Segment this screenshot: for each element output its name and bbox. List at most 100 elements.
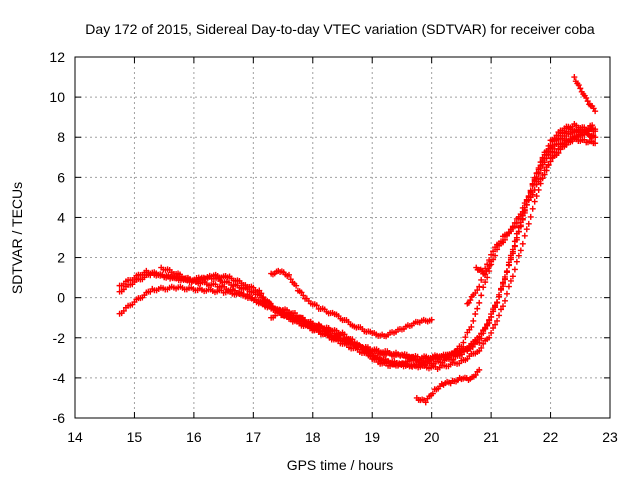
data-point [509, 250, 516, 257]
series-track-f [268, 267, 435, 340]
data-point [535, 170, 542, 177]
data-point [498, 285, 505, 292]
data-point [472, 371, 479, 378]
data-point [486, 257, 493, 264]
series-track-j [571, 74, 599, 115]
data-point [428, 316, 435, 323]
data-point [287, 276, 294, 283]
data-point [500, 303, 506, 310]
data-point [503, 268, 510, 275]
data-point [482, 265, 489, 272]
data-point [349, 336, 356, 343]
data-point [293, 282, 300, 289]
data-point [537, 165, 544, 172]
data-point [470, 317, 477, 324]
data-point [521, 232, 528, 239]
x-tick-label: 14 [67, 429, 83, 445]
data-point [490, 306, 497, 313]
data-point [496, 291, 503, 298]
y-tick-label: 4 [57, 209, 65, 225]
y-tick-label: -4 [53, 370, 66, 386]
data-point [575, 82, 582, 89]
chart-title: Day 172 of 2015, Sidereal Day-to-day VTE… [85, 21, 595, 37]
y-axis: -6 -4 -2 0 2 4 6 8 10 12 [49, 49, 610, 426]
data-point [583, 94, 590, 101]
data-point [498, 306, 505, 313]
data-point [484, 261, 491, 268]
data-point [529, 191, 536, 198]
data-point [515, 228, 522, 235]
data-point [480, 270, 487, 277]
data-point [555, 150, 562, 157]
series-track-c [116, 135, 599, 373]
data-point [541, 167, 548, 174]
series-layer [116, 74, 599, 406]
data-point [513, 258, 520, 265]
data-point [513, 234, 520, 241]
data-point [498, 238, 505, 245]
data-point [474, 305, 481, 312]
data-point [592, 140, 599, 147]
data-point [511, 223, 518, 230]
data-point [531, 198, 538, 205]
data-point [589, 122, 596, 129]
data-point [258, 290, 265, 297]
plot-frame [74, 56, 611, 419]
y-tick-label: 0 [57, 290, 65, 306]
data-point [488, 329, 495, 336]
data-point [517, 223, 524, 230]
data-point [467, 297, 474, 304]
data-point [592, 108, 599, 115]
data-point [501, 297, 508, 304]
data-point [286, 271, 292, 278]
y-tick-label: 6 [57, 169, 65, 185]
data-point [478, 276, 485, 283]
data-point [523, 201, 530, 208]
data-point [547, 158, 554, 165]
data-point [266, 299, 273, 306]
x-tick-label: 15 [127, 429, 143, 445]
data-point [486, 334, 493, 341]
x-tick-label: 21 [483, 429, 499, 445]
data-point [507, 226, 514, 233]
data-point [490, 248, 497, 255]
data-point [468, 323, 475, 330]
data-point [505, 283, 512, 290]
data-point [501, 275, 508, 282]
data-point [478, 292, 485, 299]
data-point [500, 280, 506, 287]
data-point [496, 312, 503, 319]
x-tick-label: 16 [186, 429, 202, 445]
y-tick-label: 10 [49, 89, 65, 105]
data-point [529, 205, 536, 212]
data-point [490, 325, 497, 332]
data-point [458, 343, 465, 350]
data-point [563, 141, 570, 148]
data-point [507, 277, 514, 284]
data-point [120, 307, 127, 314]
data-point [525, 220, 532, 227]
x-tick-label: 20 [424, 429, 440, 445]
data-point [509, 273, 516, 280]
data-point [501, 236, 508, 243]
data-point [429, 390, 436, 397]
data-point [476, 339, 483, 346]
data-point [313, 302, 320, 309]
x-tick-label: 22 [543, 429, 559, 445]
series-track-g [413, 366, 483, 406]
y-tick-label: 12 [49, 49, 65, 65]
data-point [584, 98, 591, 105]
data-point [470, 340, 477, 347]
data-point [488, 251, 495, 258]
y-tick-label: 2 [57, 250, 65, 266]
data-point [592, 134, 599, 141]
data-point [476, 366, 483, 373]
x-tick-label: 19 [364, 429, 380, 445]
y-tick-label: 8 [57, 129, 65, 145]
data-point [592, 126, 599, 133]
data-point [505, 229, 512, 236]
data-point [539, 172, 546, 179]
data-point [492, 321, 499, 328]
data-point [537, 176, 544, 183]
y-tick-label: -6 [53, 410, 66, 426]
